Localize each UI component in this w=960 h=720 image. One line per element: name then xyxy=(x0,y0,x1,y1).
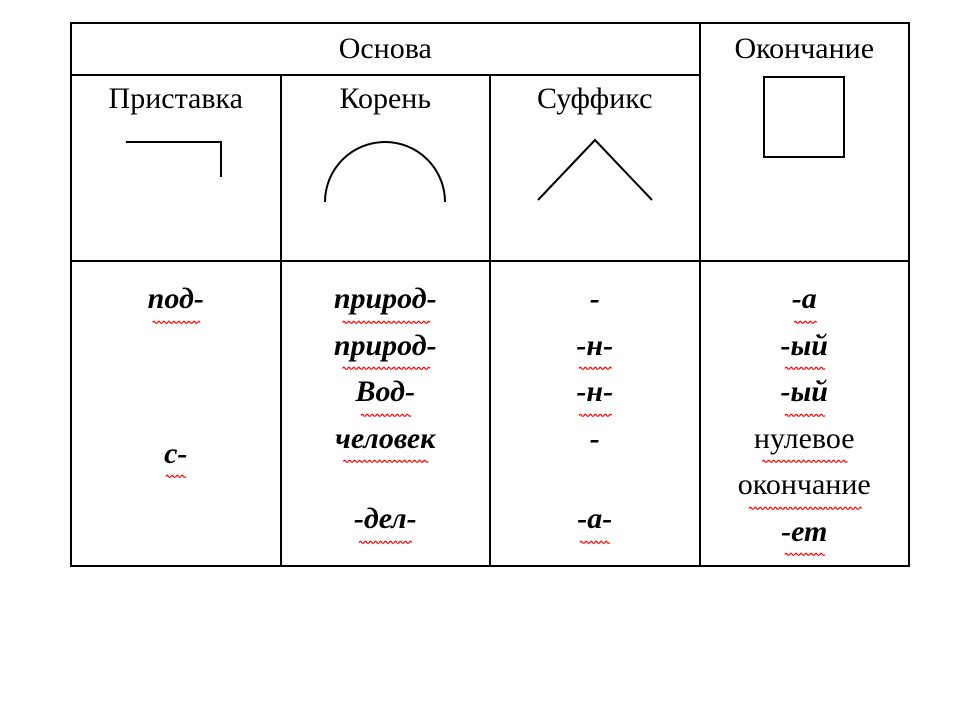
example-text: с- xyxy=(164,431,187,478)
example-text: окончание xyxy=(738,462,871,509)
example-text: -дел- xyxy=(354,496,417,543)
example-text: -ый xyxy=(781,323,829,370)
example-text: -н- xyxy=(576,369,613,416)
example-text: -а- xyxy=(577,496,612,543)
examples-okonchanie: -а-ый-ыйнулевоеокончание-ет xyxy=(700,261,910,566)
example-text: природ- xyxy=(334,276,437,323)
example-text: нулевое xyxy=(754,416,855,463)
col-suffiks: Суффикс xyxy=(490,75,700,261)
example-text: природ- xyxy=(334,323,437,370)
okonchanie-label: Окончание xyxy=(705,32,905,66)
example-text: -а xyxy=(792,276,817,323)
example-text: - xyxy=(590,416,600,463)
example-text: -ет xyxy=(781,509,827,556)
col-pristavka: Приставка xyxy=(71,75,281,261)
caret-icon xyxy=(520,122,670,212)
example-text: -н- xyxy=(576,323,613,370)
examples-suffiks: --н--н-- -а- xyxy=(490,261,700,566)
suffiks-label: Суффикс xyxy=(495,82,695,116)
example-text: - xyxy=(590,276,600,323)
example-text: Вод- xyxy=(356,369,416,416)
header-okonchanie: Окончание xyxy=(700,23,910,261)
example-text: под- xyxy=(148,276,204,323)
morpheme-table: Основа Окончание Приставка Корень Суффик… xyxy=(70,22,910,567)
koren-label: Корень xyxy=(286,82,486,116)
square-icon xyxy=(759,72,849,162)
pristavka-label: Приставка xyxy=(76,82,276,116)
examples-pristavka: под-с- xyxy=(71,261,281,566)
header-osnova: Основа xyxy=(71,23,700,75)
col-koren: Корень xyxy=(281,75,491,261)
example-text: человек xyxy=(335,416,435,463)
examples-koren: природ-природ-Вод-человек -дел- xyxy=(281,261,491,566)
arc-icon xyxy=(305,122,465,212)
bracket-icon xyxy=(116,122,236,192)
example-text: -ый xyxy=(781,369,829,416)
